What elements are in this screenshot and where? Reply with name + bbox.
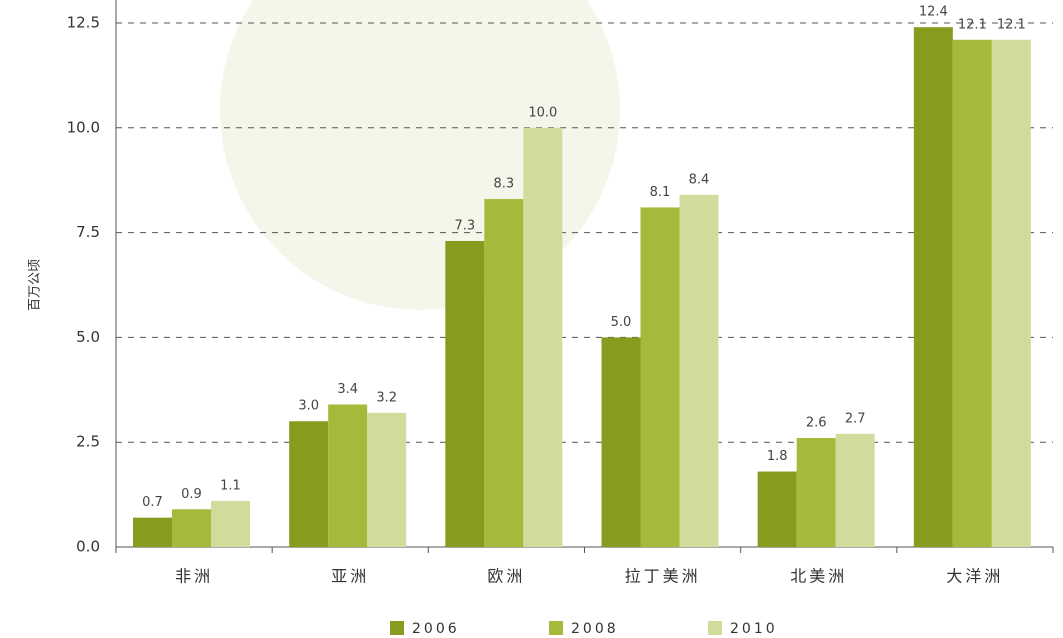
bar — [445, 240, 485, 547]
y-tick-label: 5.0 — [76, 328, 100, 346]
legend-label: 2006 — [412, 621, 460, 637]
value-label: 12.1 — [997, 17, 1026, 32]
value-label: 8.1 — [650, 185, 671, 200]
y-tick-label: 2.5 — [76, 433, 100, 451]
value-label: 1.1 — [220, 478, 241, 493]
x-tick-label: 拉丁美洲 — [625, 567, 701, 586]
bar — [679, 194, 719, 547]
bar — [211, 500, 250, 547]
bar — [757, 471, 797, 547]
value-label: 2.7 — [845, 411, 866, 426]
x-tick-label: 北美洲 — [790, 567, 847, 586]
value-label: 8.3 — [493, 177, 514, 192]
value-label: 3.2 — [376, 390, 397, 405]
bar — [796, 438, 836, 547]
value-label: 12.4 — [919, 5, 948, 20]
bar — [133, 517, 172, 547]
x-tick-label: 亚洲 — [331, 567, 369, 586]
bar — [523, 127, 563, 548]
value-label: 8.4 — [689, 172, 710, 187]
legend-swatch — [708, 621, 722, 635]
legend-swatch — [549, 621, 563, 635]
bar — [640, 207, 680, 547]
bar — [328, 404, 368, 547]
value-label: 10.0 — [528, 105, 557, 120]
y-axis-label: 百万公顷 — [28, 259, 43, 311]
bar — [835, 433, 875, 547]
bar — [913, 27, 953, 547]
value-label: 0.7 — [142, 495, 163, 510]
y-tick-label: 10.0 — [67, 118, 100, 136]
bar — [484, 199, 524, 547]
x-tick-label: 大洋洲 — [946, 567, 1003, 586]
legend-label: 2010 — [730, 621, 778, 637]
bar — [991, 39, 1031, 547]
y-tick-label: 0.0 — [76, 538, 100, 556]
bar — [367, 412, 407, 547]
bar — [601, 337, 641, 547]
x-tick-label: 欧洲 — [487, 567, 525, 586]
value-label: 7.3 — [454, 218, 475, 233]
value-label: 3.4 — [337, 382, 358, 397]
value-label: 1.8 — [767, 449, 788, 464]
bar — [172, 509, 211, 547]
value-label: 2.6 — [806, 416, 827, 431]
bar — [952, 39, 992, 547]
value-label: 12.1 — [958, 17, 987, 32]
value-label: 3.0 — [298, 399, 319, 414]
bar — [289, 421, 329, 547]
x-tick-label: 非洲 — [175, 567, 213, 586]
value-label: 5.0 — [611, 315, 632, 330]
y-tick-label: 7.5 — [76, 223, 100, 241]
y-tick-label: 12.5 — [67, 14, 100, 32]
legend-swatch — [390, 621, 404, 635]
value-label: 0.9 — [181, 487, 202, 502]
legend-label: 2008 — [571, 621, 619, 637]
